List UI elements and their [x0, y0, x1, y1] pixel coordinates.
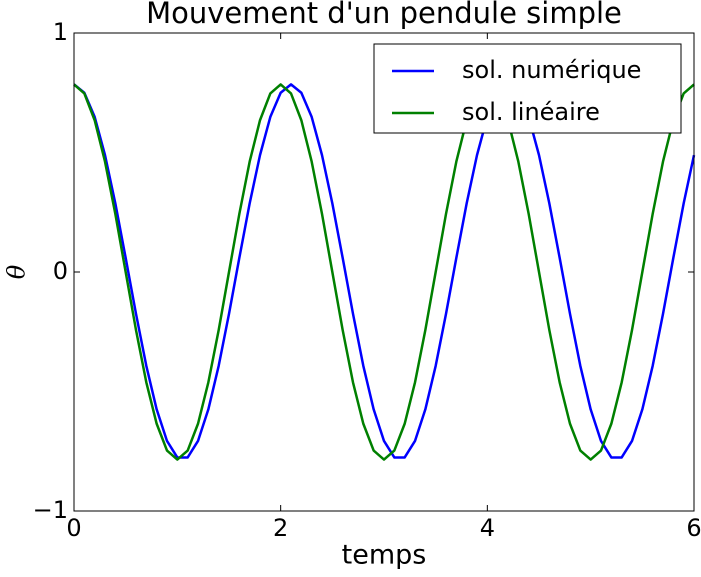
chart-title: Mouvement d'un pendule simple [146, 0, 622, 30]
y-axis-label: θ [3, 264, 31, 279]
legend-label: sol. numérique [462, 56, 641, 84]
x-tick-label: 2 [273, 514, 288, 542]
x-axis-label: temps [342, 540, 427, 571]
legend-box [373, 43, 682, 134]
y-tick-label: 0 [53, 257, 68, 285]
x-tick-label: 6 [686, 514, 701, 542]
line-series [73, 83, 695, 461]
y-tick-label: −1 [33, 496, 68, 524]
legend-label: sol. linéaire [462, 98, 600, 126]
x-tick-label: 4 [480, 514, 495, 542]
plot-frame [73, 32, 695, 512]
x-tick-label: 0 [66, 514, 81, 542]
line-series [73, 83, 696, 459]
y-tick-label: 1 [53, 18, 68, 46]
